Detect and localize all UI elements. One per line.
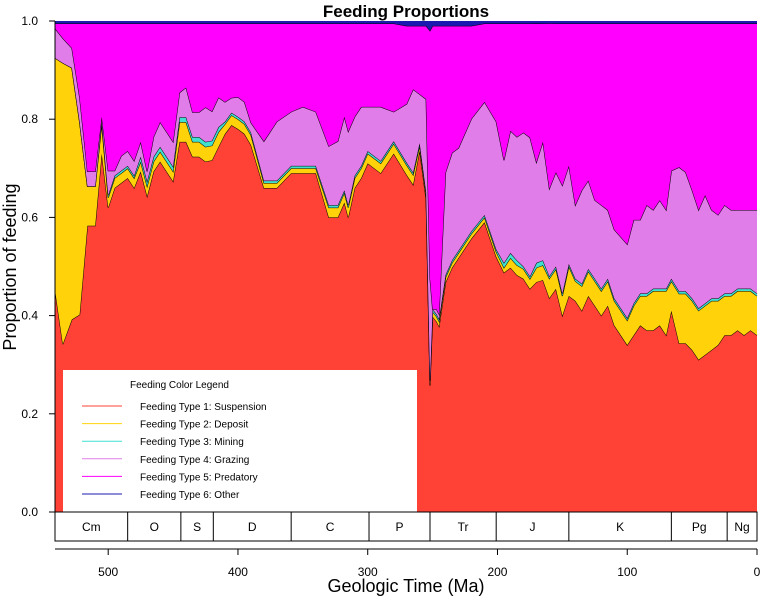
y-tick-label-1: 0.2 (21, 407, 38, 421)
legend-label-6: Feeding Type 6: Other (140, 490, 240, 501)
period-label-k: K (616, 520, 624, 534)
period-label-cm: Cm (82, 520, 101, 534)
x-tick-label-2: 300 (358, 565, 378, 579)
period-label-d: D (248, 520, 257, 534)
period-bar: Cm O S D C P Tr J K Pg Ng (54, 511, 758, 542)
y-axis-title: Proportion of feeding (0, 183, 20, 350)
period-label-ng: Ng (734, 520, 749, 534)
period-label-o: O (150, 520, 159, 534)
period-bar-frame (54, 511, 758, 542)
x-tick-label-4: 100 (617, 565, 637, 579)
period-label-j: J (530, 520, 536, 534)
x-tick-label-5: 0 (754, 565, 761, 579)
y-tick-label-5: 1.0 (21, 14, 38, 28)
area-series-2 (55, 58, 757, 386)
y-tick-label-4: 0.8 (21, 112, 38, 126)
legend-label-3: Feeding Type 3: Mining (140, 437, 244, 448)
y-tick-label-3: 0.6 (21, 210, 38, 224)
legend-entries: Feeding Type 1: Suspension Feeding Type 2… (82, 402, 267, 501)
y-tick-label-0: 0.0 (21, 505, 38, 519)
area-series-6 (55, 21, 757, 31)
period-label-p: P (396, 520, 404, 534)
x-axis-title: Geologic Time (Ma) (327, 576, 484, 596)
x-tick-label-3: 200 (487, 565, 507, 579)
legend-label-1: Feeding Type 1: Suspension (140, 402, 267, 413)
period-label-c: C (326, 520, 335, 534)
legend-label-4: Feeding Type 4: Grazing (140, 455, 249, 466)
legend-title: Feeding Color Legend (130, 380, 229, 391)
chart-title: Feeding Proportions (323, 2, 489, 21)
legend-label-5: Feeding Type 5: Predatory (140, 472, 258, 483)
period-label-pg: Pg (692, 520, 707, 534)
x-tick-label-1: 400 (228, 565, 248, 579)
legend-label-2: Feeding Type 2: Deposit (140, 420, 248, 431)
period-label-s: S (193, 520, 201, 534)
x-axis: 500 400 300 200 100 0 (55, 548, 761, 579)
legend: Feeding Color Legend Feeding Type 1: Sus… (63, 370, 417, 513)
x-tick-label-0: 500 (98, 565, 118, 579)
period-label-tr: Tr (458, 520, 469, 534)
y-axis: 0.0 0.2 0.4 0.6 0.8 1.0 (21, 14, 56, 519)
y-tick-label-2: 0.4 (21, 309, 38, 323)
area-series-5 (55, 23, 757, 315)
